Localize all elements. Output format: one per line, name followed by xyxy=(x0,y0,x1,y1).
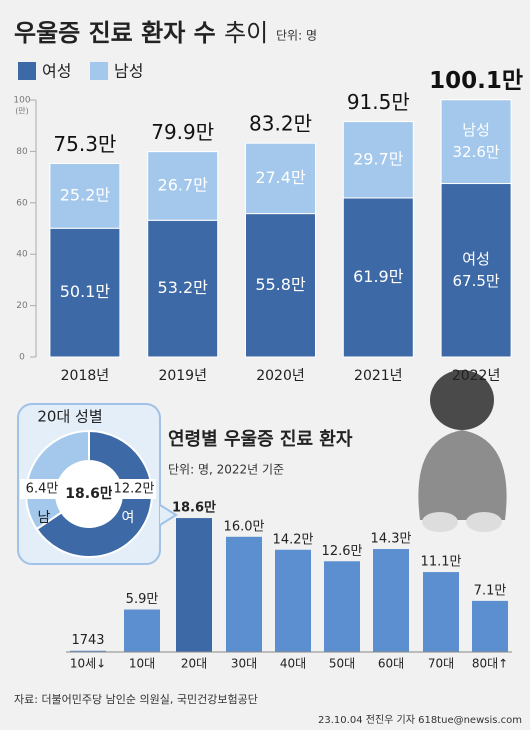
value-label: 14.2만 xyxy=(273,532,314,547)
x-tick-label: 2021년 xyxy=(354,368,403,384)
chart-subtitle: 단위: 명, 2022년 기준 xyxy=(168,463,284,477)
value-label: 1743 xyxy=(71,633,104,648)
y-tick-label: 80 xyxy=(16,147,28,157)
value-label: 27.4만 xyxy=(255,168,306,187)
x-tick-label: 50대 xyxy=(329,657,355,671)
value-label: 16.0만 xyxy=(224,519,265,534)
total-label: 100.1만 xyxy=(429,68,523,94)
bar xyxy=(472,600,508,652)
value-label: 11.1만 xyxy=(421,555,462,570)
value-label: 29.7만 xyxy=(353,149,404,168)
x-tick-label: 10대 xyxy=(129,657,155,671)
y-tick-label: 100 xyxy=(13,96,30,106)
bar xyxy=(324,561,360,652)
bar xyxy=(226,536,262,652)
value-label: 50.1만 xyxy=(60,282,111,301)
x-tick-label: 2019년 xyxy=(158,368,207,384)
y-tick-label: 20 xyxy=(16,301,28,311)
legend-swatch xyxy=(90,62,108,80)
bar-segment xyxy=(49,227,121,358)
total-label: 75.3만 xyxy=(53,132,116,156)
bar xyxy=(275,549,311,652)
category-label: 남 xyxy=(38,510,51,526)
unit: 단위: 명 xyxy=(276,29,317,43)
bar-segment xyxy=(440,99,512,185)
bar xyxy=(124,609,160,652)
legend-label: 여성 xyxy=(42,62,71,81)
bar xyxy=(70,650,106,652)
segment-name: 남성 xyxy=(462,121,490,139)
bar-segment xyxy=(147,219,219,358)
x-tick-label: 2018년 xyxy=(61,368,110,384)
value-label: 5.9만 xyxy=(126,592,159,607)
value-label: 55.8만 xyxy=(255,275,306,294)
bar xyxy=(373,549,409,652)
bar xyxy=(423,572,459,652)
y-unit: (만) xyxy=(15,107,29,116)
value-label: 14.3만 xyxy=(371,532,412,547)
x-tick-label: 80대↑ xyxy=(472,657,508,671)
chart-title: 연령별 우울증 진료 환자 xyxy=(168,428,353,450)
value-label: 12.6만 xyxy=(322,544,363,559)
bar-segment xyxy=(147,151,219,221)
value-label: 53.2만 xyxy=(158,278,209,297)
title: 우울증 진료 환자 수 추이 xyxy=(14,19,268,47)
value-label: 12.2만 xyxy=(114,482,155,497)
bar-segment xyxy=(49,162,121,229)
credit: 23.10.04 전진우 기자 618tue@newsis.com xyxy=(318,714,522,726)
person-illustration xyxy=(418,370,507,532)
bar xyxy=(176,518,212,652)
legend-label: 남성 xyxy=(114,62,143,81)
x-tick-label: 10세↓ xyxy=(70,657,106,671)
label-box xyxy=(112,479,156,499)
y-tick-label: 60 xyxy=(16,198,28,208)
value-label: 32.6만 xyxy=(452,143,499,161)
center-label: 18.6만 xyxy=(65,486,113,502)
value-label: 61.9만 xyxy=(353,267,404,286)
title-main: 우울증 진료 환자 수 xyxy=(14,19,216,47)
x-tick-label: 2020년 xyxy=(256,368,305,384)
bar-segment xyxy=(342,121,414,199)
source: 자료: 더불어민주당 남인순 의원실, 국민건강보험공단 xyxy=(14,693,258,706)
x-tick-label: 20대 xyxy=(181,657,207,671)
bar-segment xyxy=(342,197,414,358)
total-label: 79.9만 xyxy=(151,120,214,144)
donut-hole xyxy=(56,461,122,527)
value-label: 67.5만 xyxy=(452,272,499,290)
y-tick-label: 0 xyxy=(19,353,25,363)
y-tick-label: 40 xyxy=(16,250,28,260)
callout xyxy=(159,504,178,526)
x-tick-label: 40대 xyxy=(280,657,306,671)
x-tick-label: 60대 xyxy=(378,657,404,671)
bar-segment xyxy=(245,142,316,215)
value-label: 18.6만 xyxy=(172,500,216,516)
x-tick-label: 30대 xyxy=(231,657,257,671)
title-suffix: 추이 xyxy=(224,19,268,47)
donut-title: 20대 성별 xyxy=(37,408,102,426)
segment-name: 여성 xyxy=(462,250,490,268)
value-label: 7.1만 xyxy=(474,583,507,598)
total-label: 91.5만 xyxy=(347,90,410,114)
bar-segment xyxy=(440,183,512,358)
x-tick-label: 70대 xyxy=(428,657,454,671)
label-box xyxy=(20,479,64,499)
value-label: 26.7만 xyxy=(158,175,209,194)
x-tick-label: 2022년 xyxy=(452,368,501,384)
category-label: 여 xyxy=(122,510,135,526)
value-label: 6.4만 xyxy=(26,482,59,497)
total-label: 83.2만 xyxy=(249,112,312,136)
legend-swatch xyxy=(18,62,36,80)
value-label: 25.2만 xyxy=(60,185,111,204)
